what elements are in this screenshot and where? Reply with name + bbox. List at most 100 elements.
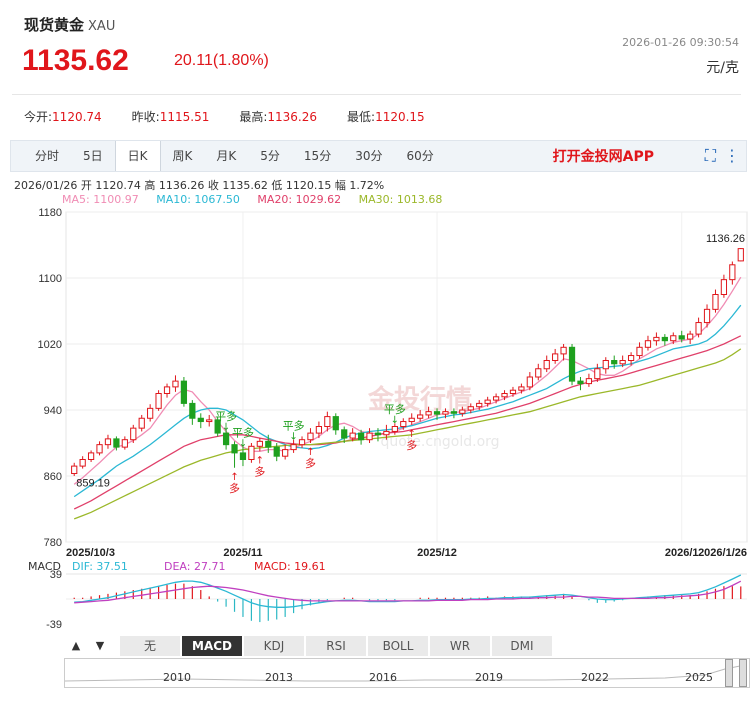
tab-monthly-k[interactable]: 月K bbox=[216, 149, 237, 163]
candle-down bbox=[180, 380, 188, 404]
candle-up bbox=[476, 402, 483, 408]
candle-up bbox=[391, 426, 398, 432]
indicator-dmi[interactable]: DMI bbox=[492, 636, 553, 656]
macd-title: MACD bbox=[28, 560, 61, 573]
indicator-rsi[interactable]: RSI bbox=[306, 636, 367, 656]
candle-down bbox=[189, 402, 196, 419]
nav-year-2022: 2022 bbox=[581, 671, 609, 684]
indicator-boll[interactable]: BOLL bbox=[368, 636, 429, 656]
candle-up bbox=[366, 432, 373, 441]
current-price: 1135.62 bbox=[22, 44, 129, 77]
candle-up bbox=[594, 368, 601, 380]
signal-arrow-down: ↓ bbox=[222, 422, 230, 433]
macd-y-tick: -39 bbox=[46, 619, 62, 631]
candle-down bbox=[332, 416, 339, 431]
macd-dif-line bbox=[74, 574, 742, 608]
open-app-link[interactable]: 打开金投网APP bbox=[552, 149, 654, 165]
indicator-macd[interactable]: MACD bbox=[182, 636, 243, 656]
stat-open: 今开:1120.74 bbox=[24, 110, 102, 124]
candle-up bbox=[248, 445, 255, 461]
candle-down bbox=[357, 432, 365, 441]
candle-up bbox=[627, 355, 635, 362]
more-menu-icon[interactable]: ⋮ bbox=[724, 146, 740, 165]
candle-up bbox=[383, 430, 390, 436]
ma30-label: MA30: 1013.68 bbox=[358, 193, 443, 206]
indicator-wr[interactable]: WR bbox=[430, 636, 491, 656]
candle-up bbox=[501, 393, 508, 398]
x-tick-label: 2026/1 bbox=[665, 547, 699, 559]
candle-up bbox=[619, 360, 626, 365]
tab-intraday[interactable]: 分时 bbox=[35, 149, 60, 163]
fullscreen-icon[interactable]: ⛶ bbox=[704, 146, 716, 165]
candle-down bbox=[265, 440, 272, 448]
candle-up bbox=[417, 414, 424, 419]
candle-up bbox=[653, 336, 660, 342]
candle-up bbox=[552, 353, 559, 361]
y-tick-label: 860 bbox=[44, 471, 62, 483]
candle-up bbox=[408, 417, 415, 423]
min-annotation: 859.19 bbox=[76, 478, 110, 490]
candle-up bbox=[298, 439, 306, 446]
macd-value-label: MACD: 19.61 bbox=[254, 560, 326, 573]
candle-up bbox=[155, 393, 162, 409]
candle-down bbox=[239, 452, 247, 460]
y-tick-label: 1180 bbox=[38, 207, 62, 219]
x-tick-label: 2025/12 bbox=[417, 547, 457, 559]
navigator-right-handle[interactable] bbox=[739, 659, 747, 687]
tab-daily-k[interactable]: 日K bbox=[114, 141, 161, 171]
signal-arrow-down: ↓ bbox=[289, 432, 297, 443]
candle-up bbox=[687, 333, 694, 340]
ma10-label: MA10: 1067.50 bbox=[156, 193, 240, 206]
x-tick-label: 2025/11 bbox=[223, 547, 262, 559]
ma-line-ma10 bbox=[73, 304, 742, 498]
candle-down bbox=[273, 446, 280, 457]
candle-up bbox=[720, 279, 728, 296]
price-chart[interactable]: 1180 1100 1020 940 860 780 2025/10/3 2025/11 202… bbox=[0, 200, 753, 632]
y-tick-label: 1100 bbox=[38, 273, 62, 285]
x-tick-label: 2026/1/26 bbox=[698, 547, 747, 559]
timestamp: 2026-01-26 09:30:54 bbox=[622, 36, 739, 49]
candle-up bbox=[602, 360, 609, 370]
y-tick-label: 780 bbox=[44, 537, 62, 549]
stat-prev-close: 昨收:1115.51 bbox=[131, 110, 210, 124]
tab-30min[interactable]: 30分 bbox=[355, 149, 383, 163]
nav-year-2016: 2016 bbox=[369, 671, 397, 684]
tab-15min[interactable]: 15分 bbox=[303, 149, 332, 163]
candle-down bbox=[577, 380, 584, 385]
indicator-kdj[interactable]: KDJ bbox=[244, 636, 305, 656]
ohlc-readout: 2026/01/26 开 1120.74 高 1136.26 收 1135.62… bbox=[14, 179, 385, 192]
stat-high: 最高:1136.26 bbox=[239, 110, 318, 124]
signal-long: 多 bbox=[406, 438, 417, 452]
max-annotation: 1136.26 bbox=[706, 233, 745, 245]
navigator-sparkline bbox=[65, 664, 746, 682]
candle-up bbox=[484, 399, 491, 404]
candle-up bbox=[307, 432, 314, 441]
scroll-down-button[interactable]: ▼ bbox=[95, 639, 105, 652]
candle-down bbox=[113, 438, 120, 448]
candle-down bbox=[450, 411, 458, 414]
candle-up bbox=[349, 432, 356, 439]
candle-down bbox=[433, 411, 441, 415]
plot-frame bbox=[65, 211, 748, 543]
candle-up bbox=[256, 440, 263, 447]
signal-close-long: 平多 bbox=[232, 425, 254, 439]
tab-5day[interactable]: 5日 bbox=[83, 149, 103, 163]
header-title: 现货黄金 XAU bbox=[24, 16, 116, 34]
scroll-up-button[interactable]: ▲ bbox=[71, 639, 81, 652]
candle-up bbox=[560, 346, 567, 355]
tab-5min[interactable]: 5分 bbox=[260, 149, 280, 163]
candle-up bbox=[442, 411, 449, 415]
nav-year-2019: 2019 bbox=[475, 671, 503, 684]
navigator-left-handle[interactable] bbox=[725, 659, 733, 687]
signal-close-long: 平多 bbox=[384, 402, 406, 416]
tab-60min[interactable]: 60分 bbox=[406, 149, 434, 163]
signal-long: 多 bbox=[254, 464, 265, 478]
time-navigator[interactable]: 2010 2013 2016 2019 2022 2025 bbox=[64, 658, 750, 688]
candle-up bbox=[585, 378, 593, 385]
ma-legend: MA5: 1100.97 MA10: 1067.50 MA20: 1029.62… bbox=[62, 193, 456, 206]
tab-weekly-k[interactable]: 周K bbox=[172, 149, 193, 163]
indicator-none[interactable]: 无 bbox=[120, 636, 181, 656]
candle-down bbox=[374, 432, 382, 436]
signal-arrow-down: ↓ bbox=[391, 415, 399, 426]
candle-down bbox=[197, 417, 204, 423]
